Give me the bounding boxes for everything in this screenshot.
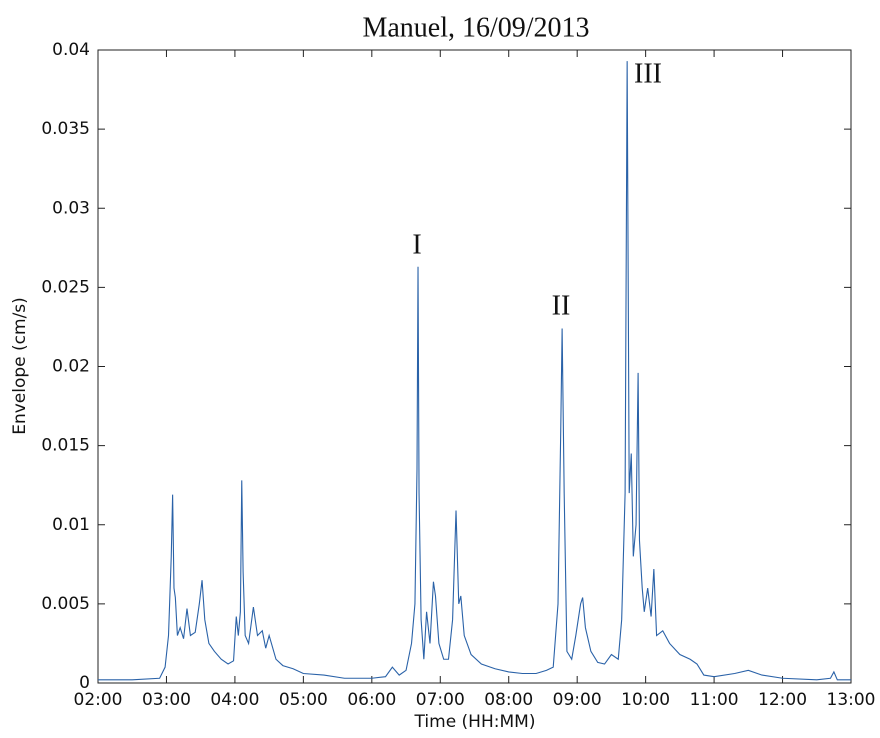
x-tick-label: 07:00 (416, 690, 465, 710)
x-tick-label: 11:00 (690, 690, 739, 710)
annotation: I (412, 229, 421, 260)
x-tick-label: 13:00 (827, 690, 876, 710)
x-tick-label: 12:00 (758, 690, 807, 710)
x-axis-label: Time (HH:MM) (414, 712, 536, 732)
y-tick-label: 0.02 (52, 357, 90, 377)
x-tick-label: 06:00 (347, 690, 396, 710)
x-tick-label: 02:00 (74, 690, 123, 710)
x-tick-label: 05:00 (279, 690, 328, 710)
x-tick-label: 08:00 (484, 690, 533, 710)
y-tick-label: 0.015 (41, 436, 90, 456)
x-tick-label: 09:00 (553, 690, 602, 710)
y-tick-label: 0.005 (41, 594, 90, 614)
plot-frame (97, 49, 852, 684)
y-axis-label: Envelope (cm/s) (10, 297, 30, 435)
data-line (98, 61, 851, 681)
y-tick-label: 0.025 (41, 277, 90, 297)
y-tick-label: 0.04 (52, 40, 90, 60)
y-tick-label: 0.01 (52, 515, 90, 535)
x-tick-label: 03:00 (142, 690, 191, 710)
y-tick-label: 0 (79, 673, 90, 693)
annotation: II (552, 290, 571, 321)
x-tick-label: 10:00 (621, 690, 670, 710)
y-tick-label: 0.03 (52, 198, 90, 218)
y-tick-label: 0.035 (41, 119, 90, 139)
chart-title: Manuel, 16/09/2013 (362, 12, 589, 43)
annotation: III (634, 58, 662, 89)
x-tick-label: 04:00 (210, 690, 259, 710)
